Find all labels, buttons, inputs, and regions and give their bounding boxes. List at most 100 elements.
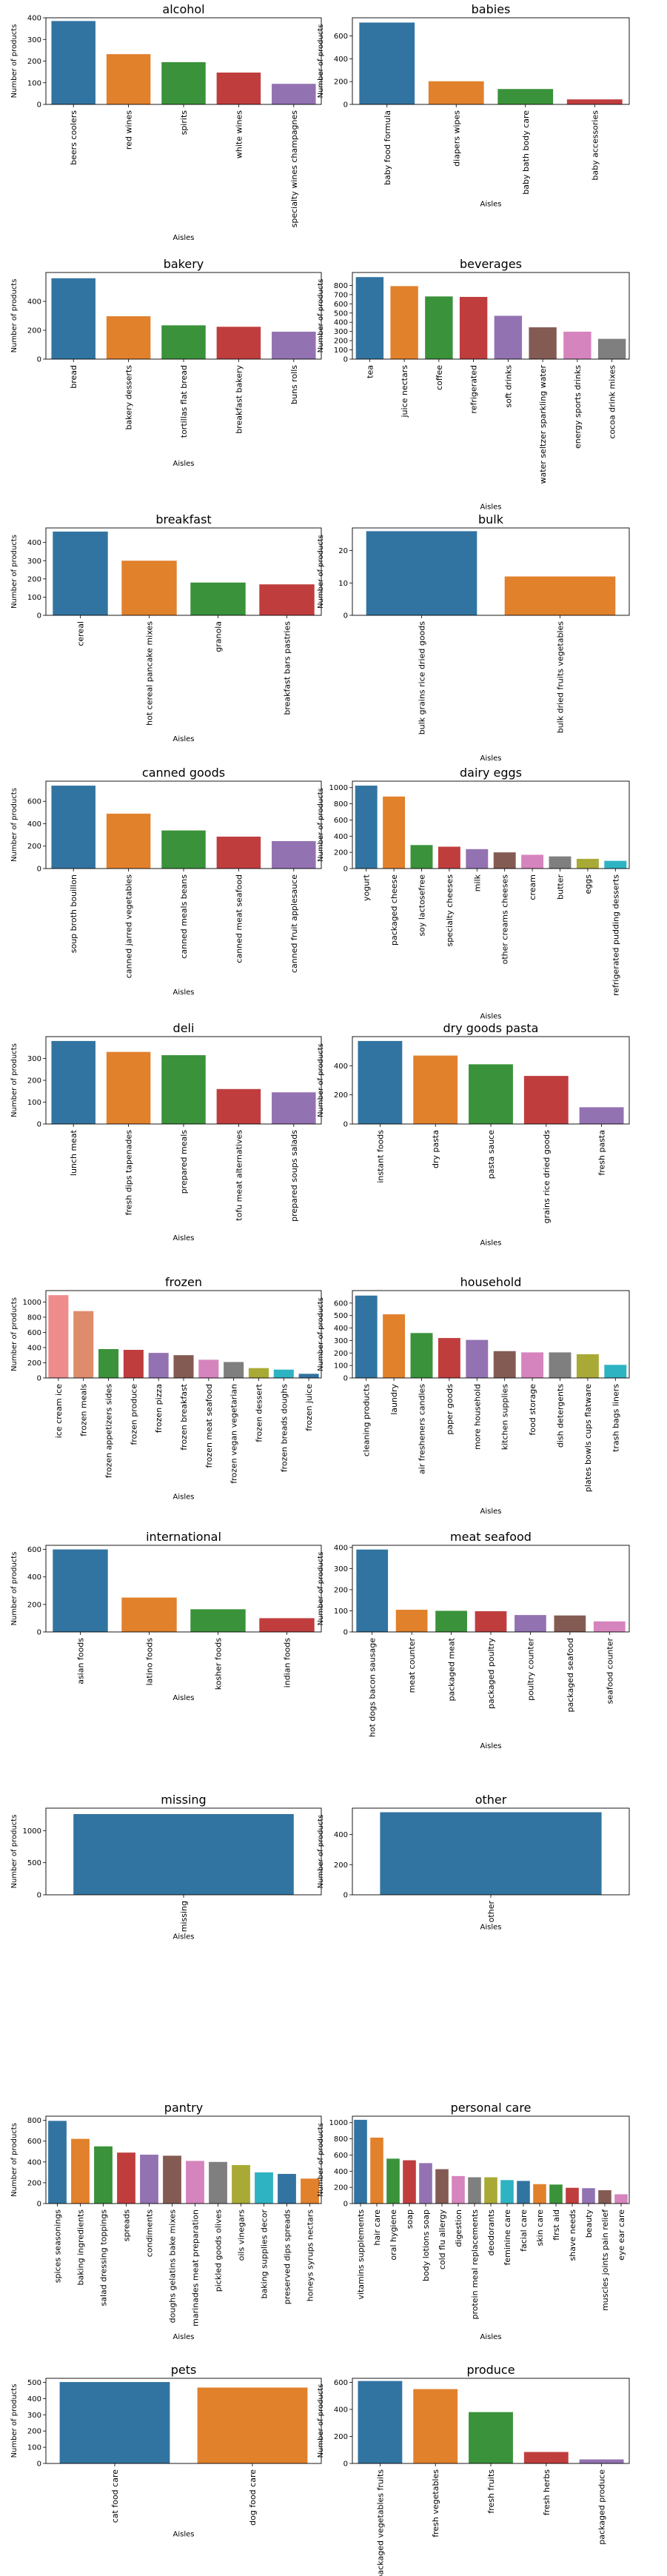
- y-tick-label: 1000: [23, 1299, 41, 1307]
- y-tick-label: 400: [27, 2158, 41, 2167]
- axes-frame: [352, 17, 630, 105]
- x-tick-label: cream: [528, 874, 537, 900]
- bar-soup-broth-bouillon: [51, 786, 95, 869]
- chart-babies: babies 0 200 400 600 Number of products baby f…: [317, 2, 630, 209]
- x-tick-label: body lotions soap: [421, 2209, 431, 2281]
- bar-beauty: [582, 2188, 595, 2204]
- y-tick-label: 600: [27, 798, 41, 806]
- chart-meat-seafood: meat seafood 0 100 200 300 400 Number of produ…: [317, 1530, 630, 1750]
- bar-frozen-appetizers-sides: [98, 1349, 119, 1378]
- y-tick-label: 10: [338, 580, 348, 588]
- bar-dry-pasta: [413, 1055, 458, 1124]
- y-tick-label: 0: [343, 101, 348, 110]
- y-tick-label: 200: [27, 2428, 41, 2436]
- x-tick-label: diapers wipes: [452, 110, 461, 167]
- y-axis-label: Number of products: [10, 1297, 19, 1371]
- x-tick-label: preserved dips spreads: [283, 2209, 292, 2305]
- bar-frozen-juice: [298, 1374, 319, 1378]
- y-tick-label: 800: [334, 2135, 348, 2144]
- chart-title: dairy eggs: [460, 766, 522, 780]
- y-tick-label: 400: [334, 56, 348, 64]
- x-tick-label: spices seasonings: [53, 2209, 63, 2283]
- bar-canned-meals-beans: [161, 830, 206, 869]
- x-tick-label: tea: [365, 365, 375, 378]
- bar-canned-meat-seafood: [216, 836, 261, 869]
- x-tick-label: laundry: [389, 1384, 399, 1415]
- y-tick-label: 200: [27, 1077, 41, 1085]
- y-tick-label: 600: [334, 301, 348, 309]
- y-tick-label: 100: [27, 2444, 41, 2452]
- y-tick-label: 100: [334, 1362, 348, 1371]
- bar-coffee: [425, 296, 453, 359]
- y-axis-label: Number of products: [317, 535, 325, 609]
- x-tick-label: frozen breakfast: [179, 1383, 189, 1450]
- chart-canned-goods: canned goods 0 200 400 600 Number of products…: [10, 766, 322, 997]
- y-tick-label: 1000: [329, 784, 348, 792]
- chart-title: bakery: [164, 257, 204, 271]
- y-tick-label: 200: [334, 2433, 348, 2441]
- bar-digestion: [452, 2175, 465, 2204]
- y-tick-label: 200: [27, 575, 41, 583]
- x-tick-label: packaged vegetables fruits: [375, 2469, 385, 2576]
- y-axis-label: Number of products: [317, 1043, 325, 1117]
- chart-title: meat seafood: [450, 1530, 532, 1544]
- x-axis-label: Aisles: [480, 755, 502, 763]
- y-tick-label: 0: [37, 2460, 41, 2469]
- chart-title: personal care: [451, 2101, 532, 2115]
- chart-frozen: frozen 0 200 400 600 800 1000 Number of product…: [10, 1275, 322, 1502]
- y-axis-label: Number of products: [317, 1297, 325, 1371]
- y-axis-label: Number of products: [317, 2384, 325, 2458]
- x-tick-label: poultry counter: [526, 1638, 535, 1701]
- x-tick-label: eye ear care: [617, 2209, 626, 2261]
- x-tick-label: frozen dessert: [254, 1383, 264, 1442]
- y-tick-label: 500: [334, 1312, 348, 1320]
- y-axis-label: Number of products: [317, 788, 325, 862]
- x-tick-label: soap: [405, 2209, 415, 2229]
- bar-canned-fruit-applesauce: [272, 840, 316, 869]
- bar-packaged-cheese: [383, 796, 406, 869]
- y-axis-label: Number of products: [10, 279, 19, 353]
- y-tick-label: 200: [334, 1586, 348, 1594]
- bar-indian-foods: [259, 1618, 315, 1632]
- x-tick-label: hot cereal pancake mixes: [145, 621, 155, 726]
- bar-granola: [190, 582, 246, 615]
- x-tick-label: canned meals beans: [179, 874, 189, 959]
- x-tick-label: frozen meat seafood: [204, 1384, 214, 1468]
- x-tick-label: dish detergents: [556, 1384, 566, 1448]
- bar-dish-detergents: [549, 1352, 572, 1378]
- chart-dry-goods-pasta: dry goods pasta 0 200 400 Number of products…: [317, 1021, 630, 1248]
- y-tick-label: 400: [27, 15, 41, 23]
- bar-kosher-foods: [190, 1609, 246, 1632]
- y-tick-label: 0: [343, 1629, 348, 1637]
- x-axis-label: Aisles: [480, 504, 502, 512]
- x-tick-label: fresh fruits: [486, 2469, 496, 2514]
- bar-packaged-meat: [435, 1610, 467, 1632]
- bar-diapers-wipes: [428, 81, 484, 104]
- bar-oils-vinegars: [232, 2165, 250, 2204]
- x-axis-label: Aisles: [173, 2531, 195, 2539]
- chart-alcohol: alcohol 0 100 200 300 400 Number of products be…: [10, 2, 322, 242]
- bar-tortillas-flat-bread: [161, 325, 206, 359]
- x-axis-label: Aisles: [480, 1240, 502, 1248]
- chart-title: other: [475, 1793, 507, 1807]
- bar-preserved-dips-spreads: [278, 2173, 296, 2204]
- y-tick-label: 0: [343, 1892, 348, 1900]
- chart-title: pets: [171, 2363, 197, 2377]
- x-tick-label: other creams cheeses: [500, 874, 510, 965]
- x-tick-label: coffee: [435, 365, 444, 390]
- x-tick-label: energy sports drinks: [573, 365, 583, 449]
- x-tick-label: feminine care: [503, 2209, 512, 2266]
- bar-bulk-grains-rice-dried-goods: [366, 531, 477, 615]
- x-tick-label: muscles joints pain relief: [600, 2209, 610, 2311]
- bar-frozen-vegan-vegetarian: [224, 1362, 244, 1378]
- x-tick-label: first aid: [552, 2209, 561, 2241]
- bar-hot-cereal-pancake-mixes: [121, 561, 177, 615]
- y-tick-label: 400: [334, 1325, 348, 1333]
- x-tick-label: specialty cheeses: [445, 874, 455, 947]
- x-tick-label: baby food formula: [383, 110, 392, 185]
- x-tick-label: cocoa drink mixes: [608, 365, 617, 439]
- x-tick-label: pickled goods olives: [214, 2209, 224, 2292]
- y-tick-label: 500: [334, 310, 348, 318]
- x-axis-label: Aisles: [173, 735, 195, 743]
- y-tick-label: 800: [27, 1314, 41, 1322]
